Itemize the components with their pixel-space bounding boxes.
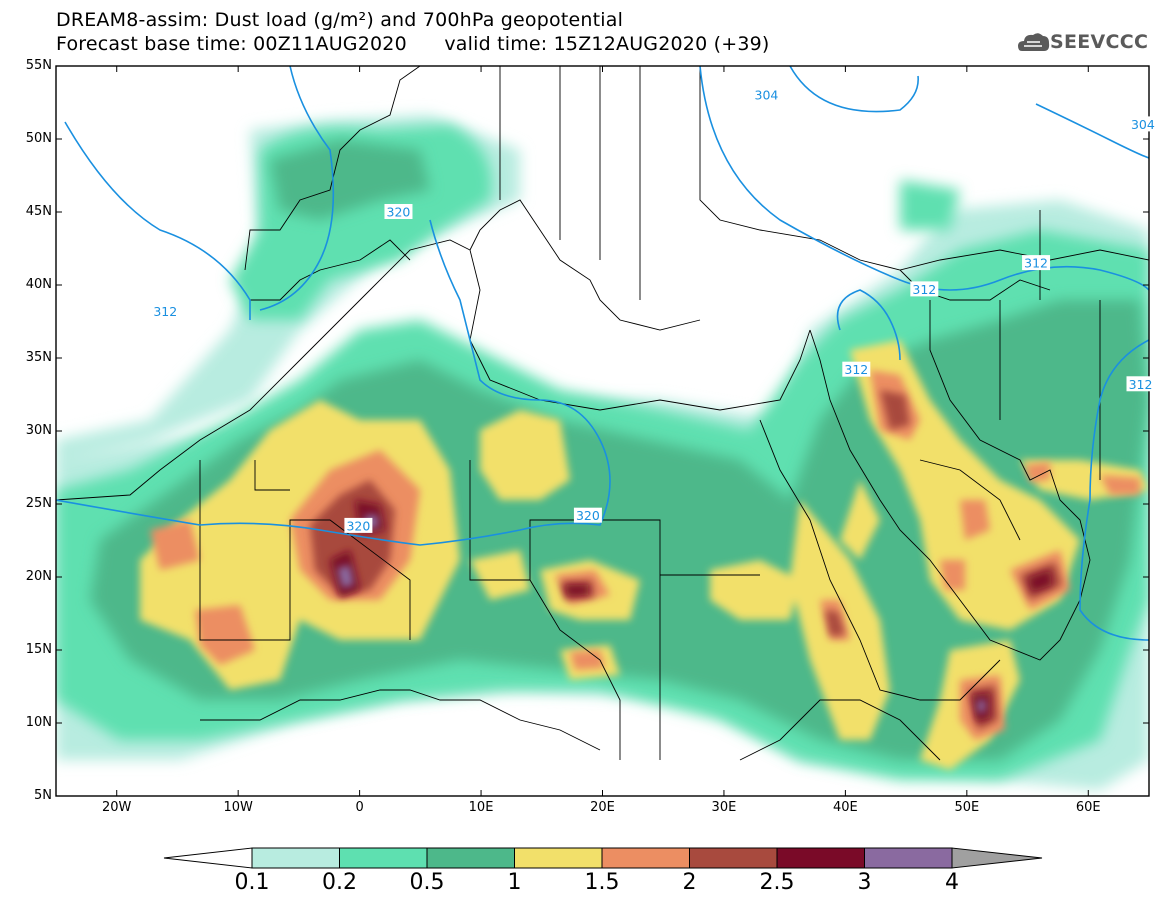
logo-text: SEEVCCC bbox=[1050, 31, 1149, 53]
lon-tick-label: 60E bbox=[1075, 800, 1101, 815]
colorbar bbox=[163, 847, 1043, 869]
contour-label: 320 bbox=[344, 517, 373, 533]
map-subtitle: Forecast base time: 00Z11AUG2020 valid t… bbox=[56, 33, 770, 55]
colorbar-swatch bbox=[339, 847, 428, 869]
contour-label-text: 304 bbox=[1131, 117, 1155, 132]
lon-tick-label: 10W bbox=[223, 800, 253, 815]
contour-label: 320 bbox=[573, 507, 602, 523]
cloud-icon bbox=[1018, 33, 1050, 51]
lat-tick-label: 40N bbox=[25, 277, 52, 292]
contour-label: 312 bbox=[842, 361, 871, 377]
lat-tick-label: 50N bbox=[25, 131, 52, 146]
colorbar-label: 2 bbox=[682, 870, 697, 895]
contour-label-text: 320 bbox=[346, 518, 370, 533]
lon-tick-label: 20W bbox=[102, 800, 132, 815]
contour-label-text: 320 bbox=[576, 508, 600, 523]
colorbar-swatch bbox=[251, 847, 340, 869]
contour-label: 304 bbox=[752, 87, 781, 103]
colorbar-swatch bbox=[776, 847, 865, 869]
contour-label-text: 312 bbox=[1129, 377, 1153, 392]
lat-tick-label: 20N bbox=[25, 569, 52, 584]
lon-tick-label: 40E bbox=[832, 800, 858, 815]
borders bbox=[56, 66, 1149, 761]
contour-label: 312 bbox=[1022, 255, 1051, 271]
dust-field bbox=[56, 66, 1149, 796]
contour-label-text: 320 bbox=[387, 205, 411, 220]
contour-label: 312 bbox=[910, 281, 939, 297]
colorbar-swatch bbox=[514, 847, 603, 869]
contour-label-text: 304 bbox=[755, 88, 779, 103]
colorbar-under-triangle bbox=[163, 847, 253, 869]
lon-tick-label: 50E bbox=[954, 800, 980, 815]
colorbar-swatch bbox=[689, 847, 778, 869]
contour-label-text: 312 bbox=[153, 304, 177, 319]
lon-tick-label: 0 bbox=[355, 800, 364, 815]
colorbar-label: 1.5 bbox=[584, 870, 620, 895]
lat-tick-label: 45N bbox=[25, 204, 52, 219]
colorbar-label: 0.1 bbox=[234, 870, 270, 895]
lat-tick-label: 15N bbox=[25, 642, 52, 657]
lat-tick-label: 35N bbox=[25, 350, 52, 365]
colorbar-label: 3 bbox=[857, 870, 872, 895]
colorbar-label: 0.2 bbox=[322, 870, 357, 895]
lat-tick-label: 5N bbox=[34, 788, 52, 803]
colorbar-over-triangle bbox=[951, 847, 1043, 869]
contour-label-text: 312 bbox=[844, 362, 868, 377]
lon-tick-label: 10E bbox=[468, 800, 494, 815]
contour-label: 312 bbox=[1126, 376, 1155, 392]
colorbar-swatch bbox=[426, 847, 515, 869]
lat-tick-label: 30N bbox=[25, 423, 52, 438]
contour-label: 304 bbox=[1128, 116, 1157, 132]
contour-label: 312 bbox=[151, 303, 180, 319]
contour-label-text: 312 bbox=[1024, 256, 1048, 271]
lat-tick-label: 55N bbox=[25, 58, 52, 73]
colorbar-swatch bbox=[601, 847, 690, 869]
contour-label-text: 312 bbox=[912, 282, 936, 297]
map-title: DREAM8-assim: Dust load (g/m²) and 700hP… bbox=[56, 9, 624, 31]
contour-label: 320 bbox=[384, 204, 413, 220]
lat-tick-label: 25N bbox=[25, 496, 52, 511]
lat-tick-label: 10N bbox=[25, 715, 52, 730]
colorbar-swatch bbox=[864, 847, 953, 869]
colorbar-label: 0.5 bbox=[409, 870, 445, 895]
colorbar-label: 1 bbox=[507, 870, 522, 895]
colorbar-label: 4 bbox=[945, 870, 959, 895]
lon-tick-label: 20E bbox=[590, 800, 615, 815]
lon-tick-label: 30E bbox=[711, 800, 737, 815]
colorbar-label: 2.5 bbox=[759, 870, 795, 895]
